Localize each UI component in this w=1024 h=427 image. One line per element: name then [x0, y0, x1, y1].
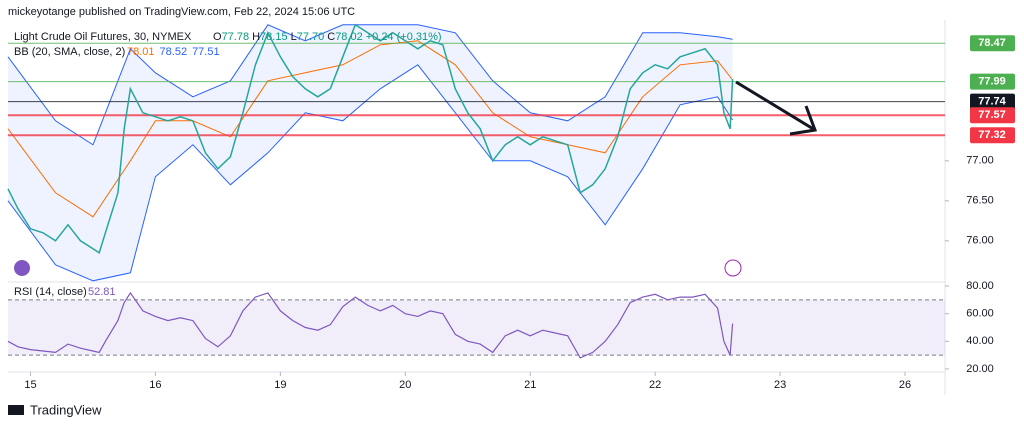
legend-item: 78.01 [127, 46, 155, 58]
legend-item: 77.51 [192, 46, 220, 58]
footer: TradingView [30, 402, 102, 417]
legend-item: 78.15 [260, 31, 288, 43]
rsi [7, 291, 734, 359]
price-label: 78.47 [978, 37, 1006, 49]
y-tick-label: 76.00 [966, 235, 994, 247]
legend-bb-values: 78.01 78.52 77.51 [127, 46, 220, 58]
y-tick-label: 60.00 [966, 308, 994, 320]
legend-title: Light Crude Oil Futures, 30, NYMEX [14, 31, 192, 43]
y-tick-label: 20.00 [966, 363, 994, 375]
price-label-bg [970, 73, 1015, 90]
x-tick-label: 15 [24, 379, 36, 391]
x-tick-label: 16 [149, 379, 161, 391]
legend-item: O [213, 31, 222, 43]
x-tick-label: 19 [274, 379, 286, 391]
rsi-band [8, 299, 945, 356]
legend-item: 77.78 [222, 31, 250, 43]
legend-item: 78.52 [160, 46, 188, 58]
bb-fill [8, 24, 733, 281]
price-label: 77.99 [978, 76, 1006, 88]
price-label-bg [970, 127, 1015, 144]
legend-item: +0.24 (+0.31%) [366, 31, 442, 43]
plot: 15 16 19 20 21 22 23 26 77.00 76.50 76.00 78.47 77.9… [7, 23, 1015, 391]
legend-bb: BB (20, SMA, close, 2) [14, 46, 125, 58]
legend-rsi-value: 52.81 [88, 286, 116, 298]
legend-rsi: RSI (14, close) [14, 286, 87, 298]
icon [14, 260, 30, 276]
header: mickeyotange published on TradingView.co… [8, 6, 355, 18]
x-tick-label: 22 [649, 379, 661, 391]
bb-lower [7, 64, 734, 282]
x-tick-label: 21 [524, 379, 536, 391]
x-tick-label: 23 [774, 379, 786, 391]
y-tick-label: 76.50 [966, 195, 994, 207]
price-label-bg [970, 107, 1015, 124]
legend-item: 78.02 [335, 31, 363, 43]
price-label: 77.74 [978, 96, 1006, 108]
x-tick-label: 20 [399, 379, 411, 391]
legend-item: C [327, 31, 335, 43]
legend-item: 77.70 [297, 31, 325, 43]
bb-upper [7, 24, 733, 146]
legend-ohlc: O77.78 H78.15 L77.70 C78.02 +0.24 (+0.31%) [213, 31, 442, 43]
y-tick-label: 77.00 [966, 155, 994, 167]
legend-item: L [291, 31, 297, 43]
price-label: 77.57 [978, 109, 1006, 121]
price-label-bg [970, 35, 1015, 52]
legend-item: H [252, 31, 260, 43]
price-label-bg [970, 93, 1015, 110]
icon [724, 259, 742, 277]
arrow [735, 80, 818, 136]
price-label: 77.32 [978, 129, 1006, 141]
y-tick-label: 80.00 [966, 280, 994, 292]
logo [8, 405, 24, 415]
price [7, 23, 734, 254]
x-tick-label: 26 [899, 379, 911, 391]
y-tick-label: 40.00 [966, 335, 994, 347]
